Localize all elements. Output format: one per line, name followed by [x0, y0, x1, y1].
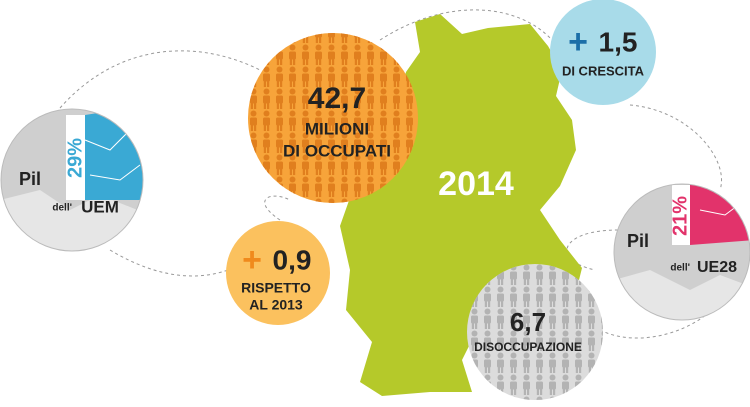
connectors: [59, 9, 722, 339]
gdp-uem-prefix: Pil: [19, 169, 41, 189]
unemployment-circle: 6,7 DISOCCUPAZIONE: [467, 264, 603, 400]
gdp-ue28-prefix: Pil: [627, 231, 649, 251]
growth-circle: + 1,5 DI CRESCITA: [550, 0, 656, 105]
gdp-ue28-share: 21%: [669, 196, 691, 236]
growth-value: 1,5: [599, 26, 638, 57]
change-sign: +: [242, 241, 262, 279]
gdp-uem-area: UEM: [81, 197, 119, 216]
employed-circle: 42,7 MILIONI DI OCCUPATI: [248, 33, 418, 203]
change-label: RISPETTO: [241, 280, 311, 296]
change-circle: + 0,9 RISPETTO AL 2013: [226, 221, 330, 325]
growth-label: DI CRESCITA: [562, 63, 645, 78]
employed-label: MILIONI: [305, 119, 369, 138]
year: 2014: [438, 165, 514, 203]
unemployment-label: DISOCCUPAZIONE: [474, 340, 582, 354]
gdp-ue28-area: UE28: [697, 259, 737, 276]
gdp-ue28-circle: 21% Pil dell' UE28: [613, 183, 750, 321]
growth-sign: +: [568, 23, 588, 61]
change-value: 0,9: [273, 244, 312, 275]
employed-value: 42,7: [308, 82, 366, 115]
employed-label: DI OCCUPATI: [283, 141, 391, 160]
gdp-ue28-of: dell': [670, 263, 690, 274]
gdp-uem-circle: 29% Pil dell' UEM: [0, 108, 144, 252]
gdp-uem-of: dell': [52, 203, 72, 214]
unemployment-value: 6,7: [510, 307, 546, 337]
change-label: AL 2013: [249, 297, 303, 313]
gdp-uem-share: 29%: [64, 138, 86, 178]
